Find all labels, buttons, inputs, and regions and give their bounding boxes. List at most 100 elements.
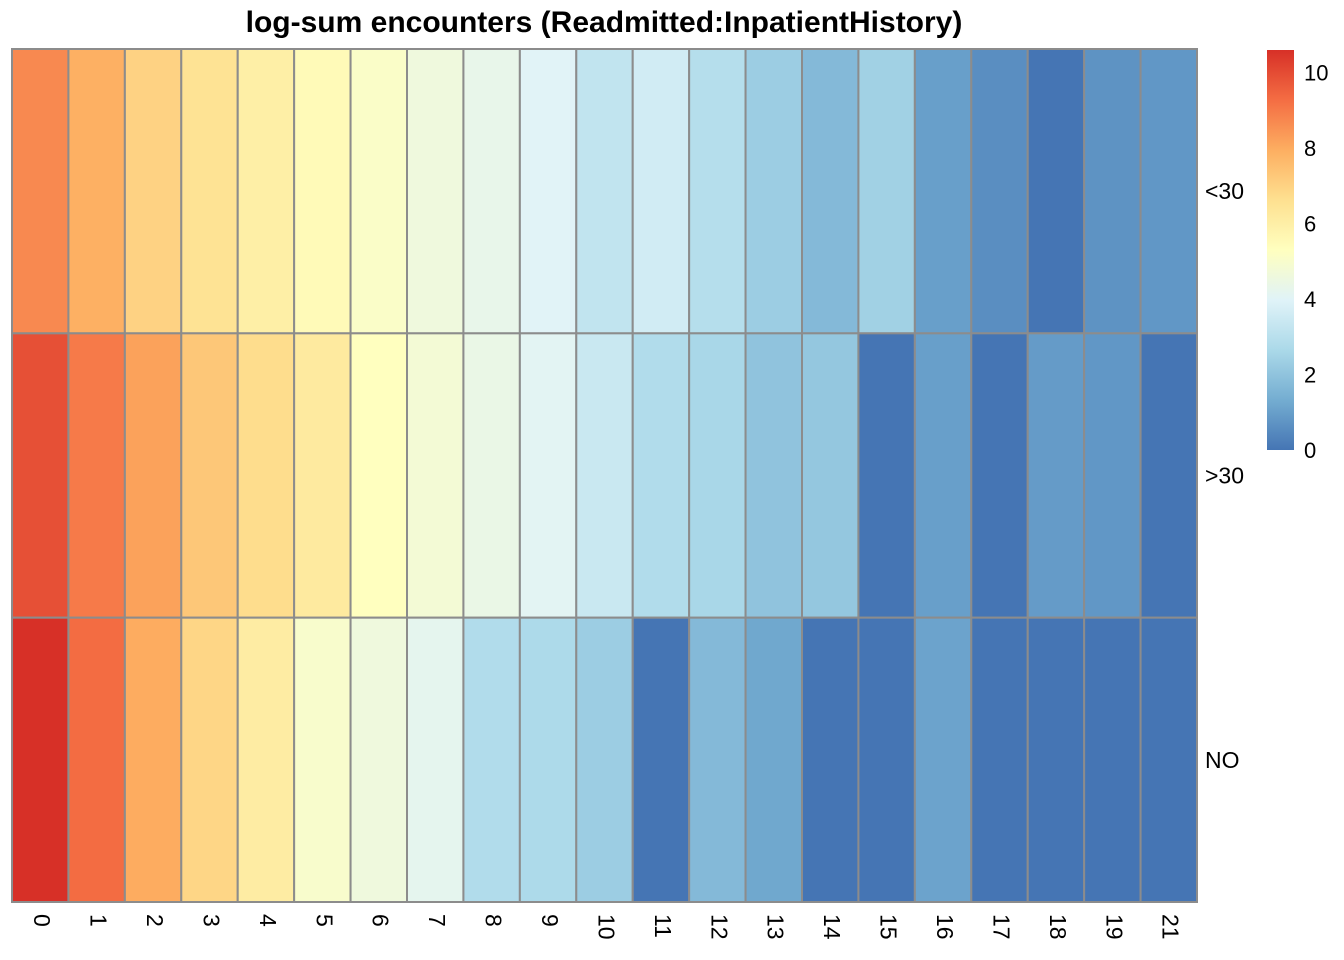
heatmap-cell <box>406 332 465 619</box>
heatmap-cell <box>913 332 973 619</box>
heatmap-cell <box>462 332 521 619</box>
heatmap-cell <box>236 616 296 904</box>
heatmap-cell <box>293 48 352 335</box>
heatmap-cell <box>518 48 578 335</box>
row-label: >30 <box>1205 463 1244 489</box>
column-label: 9 <box>537 914 563 927</box>
heatmap-cell <box>11 332 70 619</box>
heatmap-cell <box>349 332 409 619</box>
column-label: 17 <box>988 914 1014 940</box>
heatmap-cell <box>180 616 239 904</box>
column-label: 4 <box>255 914 281 927</box>
legend-color-bar <box>1267 50 1294 450</box>
heatmap-cell <box>180 332 239 619</box>
heatmap-cell <box>236 332 296 619</box>
heatmap-cell <box>518 616 578 904</box>
legend-tick-label: 6 <box>1304 212 1316 237</box>
column-label: 10 <box>593 914 619 940</box>
column-label: 18 <box>1045 914 1071 940</box>
heatmap-cell <box>631 616 691 904</box>
column-label: 8 <box>481 914 507 927</box>
heatmap-cell <box>857 48 916 335</box>
legend-tick-label: 8 <box>1304 136 1316 161</box>
heatmap-cell <box>1083 616 1142 904</box>
heatmap-cell <box>575 332 634 619</box>
heatmap-cell <box>1026 616 1086 904</box>
column-label: 21 <box>1158 914 1184 940</box>
heatmap-cell <box>123 332 183 619</box>
heatmap-cell <box>1083 48 1142 335</box>
heatmap-cell <box>631 48 691 335</box>
column-label: 5 <box>311 914 337 927</box>
heatmap-cell <box>631 332 691 619</box>
heatmap-cell <box>1026 48 1086 335</box>
row-label: <30 <box>1205 178 1244 204</box>
column-label: 2 <box>142 914 168 927</box>
column-label: 13 <box>763 914 789 940</box>
heatmap-cell <box>293 332 352 619</box>
column-labels: 0 1 2 3 4 5 6 7 8 9 10 11 12 13 14 15 16 17 18 19 21 <box>29 914 1184 940</box>
heatmap-cell <box>744 332 803 619</box>
heatmap-cell <box>970 48 1029 335</box>
heatmap-cell <box>11 48 70 335</box>
heatmap-cell <box>67 332 126 619</box>
legend-tick-label: 10 <box>1304 61 1328 86</box>
heatmap-cell <box>123 48 183 335</box>
column-label: 7 <box>424 914 450 927</box>
heatmap-cell <box>913 48 973 335</box>
heatmap-cell <box>970 332 1029 619</box>
heatmap-cell <box>236 48 296 335</box>
heatmap-cell <box>688 616 747 904</box>
heatmap-cell <box>123 616 183 904</box>
heatmap-cell <box>180 48 239 335</box>
heatmap-cell <box>293 616 352 904</box>
heatmap-cell <box>1139 616 1198 904</box>
heatmap-cell <box>575 48 634 335</box>
heatmap-cell <box>575 616 634 904</box>
row-label: NO <box>1205 747 1240 773</box>
heatmap-cell <box>744 48 803 335</box>
heatmap-cell <box>1026 332 1086 619</box>
heatmap-cell <box>67 616 126 904</box>
heatmap-cell <box>688 332 747 619</box>
heatmap-cell <box>744 616 803 904</box>
heatmap-cell <box>518 332 578 619</box>
heatmap-cell <box>970 616 1029 904</box>
heatmap-cell <box>801 332 860 619</box>
heatmap-cell <box>406 48 465 335</box>
heatmap-cell <box>406 616 465 904</box>
column-label: 6 <box>368 914 394 927</box>
heatmap-cell <box>1139 332 1198 619</box>
legend-tick-label: 2 <box>1304 363 1316 388</box>
column-label: 12 <box>706 914 732 940</box>
column-label: 15 <box>876 914 902 940</box>
color-legend: 0 2 4 6 8 10 <box>1267 50 1328 463</box>
row-labels: <30 >30 NO <box>1205 178 1244 773</box>
heatmap-cell <box>801 48 860 335</box>
heatmap-cell <box>67 48 126 335</box>
heatmap-cell <box>801 616 860 904</box>
heatmap-cell <box>349 616 409 904</box>
heatmap-cell <box>1083 332 1142 619</box>
heatmap-cell <box>11 616 70 904</box>
column-label: 16 <box>932 914 958 940</box>
column-label: 1 <box>86 914 112 927</box>
heatmap-cell <box>913 616 973 904</box>
heatmap-cell <box>462 48 521 335</box>
heatmap-cell <box>1139 48 1198 335</box>
column-label: 11 <box>650 914 676 938</box>
column-label: 19 <box>1101 914 1127 940</box>
legend-tick-label: 0 <box>1304 438 1316 463</box>
column-label: 3 <box>198 914 224 927</box>
heatmap-cell <box>688 48 747 335</box>
heatmap-cell <box>462 616 521 904</box>
heatmap-cells <box>11 48 1198 904</box>
heatmap-cell <box>857 332 916 619</box>
chart-title: log-sum encounters (Readmitted:Inpatient… <box>246 6 963 39</box>
column-label: 0 <box>29 914 55 927</box>
heatmap-cell <box>349 48 409 335</box>
legend-tick-label: 4 <box>1304 287 1316 312</box>
column-label: 14 <box>819 914 845 940</box>
heatmap-cell <box>857 616 916 904</box>
